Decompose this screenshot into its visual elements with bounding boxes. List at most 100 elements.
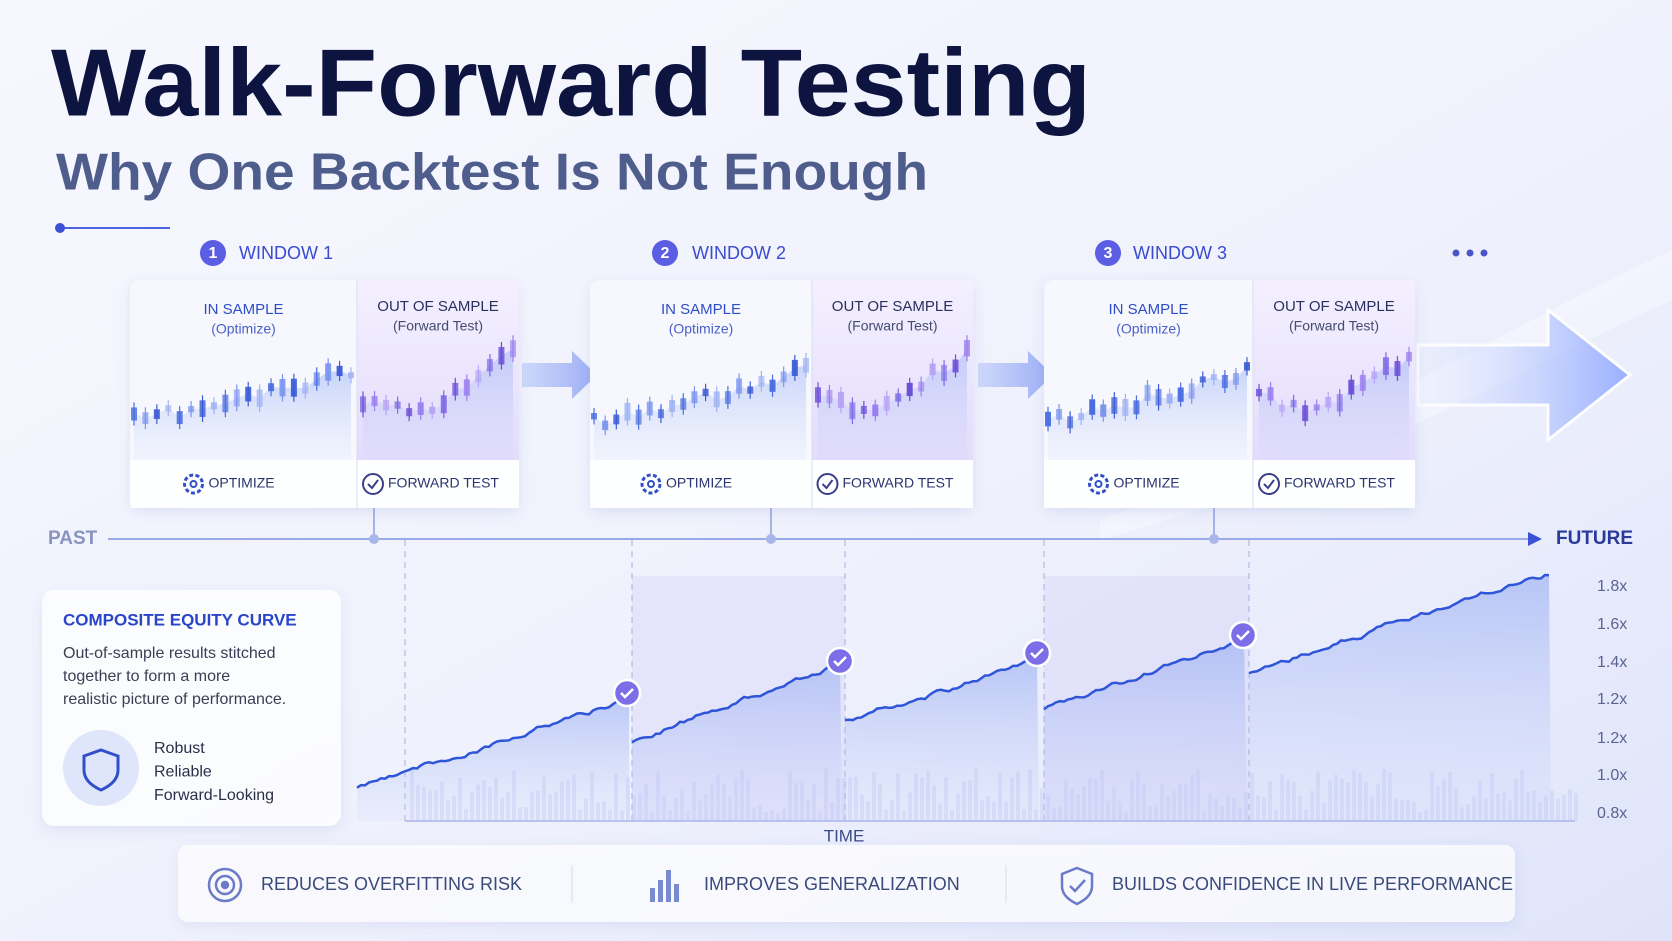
candle-body: [360, 396, 366, 413]
in-sample-note: (Optimize): [1116, 321, 1181, 337]
candle-body: [268, 383, 275, 392]
accent-dot: [55, 223, 65, 233]
y-label: 1.8x: [1597, 578, 1627, 595]
candle-body: [1133, 400, 1140, 415]
equity-area: [632, 662, 842, 821]
candle-area: [1048, 366, 1247, 460]
equity-area: [1044, 639, 1247, 821]
gear-icon: [640, 473, 662, 495]
volume-bar: [1574, 793, 1578, 821]
y-label: 1.2x: [1597, 691, 1627, 708]
equity-line: [1043, 638, 1245, 711]
candle-body: [758, 376, 765, 387]
window-arrow: [978, 351, 1053, 399]
candle-body: [1359, 374, 1366, 391]
candle-body: [1279, 404, 1286, 412]
benefits-bar: [178, 845, 1515, 922]
candle-body: [646, 401, 653, 416]
forward-test-label: FORWARD TEST: [843, 475, 954, 491]
candle-body: [210, 402, 217, 410]
window-label: WINDOW 3: [1133, 243, 1227, 263]
candle-body: [406, 408, 413, 417]
y-label: 1.6x: [1597, 616, 1627, 633]
equity-area: [1249, 574, 1551, 821]
candle-body: [952, 359, 959, 373]
in-sample-title: IN SAMPLE: [203, 301, 283, 318]
candle-body: [1166, 393, 1173, 404]
candle-body: [1382, 357, 1389, 376]
window-badge: [200, 240, 226, 266]
check-mark: [367, 479, 379, 490]
candle-body: [691, 391, 698, 404]
oos-title: OUT OF SAMPLE: [377, 298, 498, 315]
candle-body: [906, 382, 913, 397]
window-badge: [652, 240, 678, 266]
segment-check-mark: [620, 688, 634, 699]
volume-bar: [1550, 790, 1554, 821]
segment-check-mark: [1030, 648, 1044, 659]
candle-body: [222, 394, 229, 413]
candle-body: [440, 395, 447, 414]
timeline-head: [1528, 532, 1542, 546]
candle-body: [1348, 379, 1355, 395]
time-label: TIME: [824, 826, 865, 845]
gear-hub: [1094, 480, 1103, 488]
composite-description: realistic picture of performance.: [63, 691, 286, 708]
shield-badge: [63, 730, 139, 806]
candle-body: [498, 346, 505, 365]
candle-body: [429, 406, 436, 414]
candle-body: [313, 372, 320, 386]
candle-body: [791, 359, 798, 376]
window-card: IN SAMPLE (Optimize) OUT OF SAMPLE (Forward…: [590, 280, 973, 508]
candle-body: [1199, 376, 1206, 383]
candle-body: [383, 399, 390, 411]
candle-area: [818, 348, 967, 460]
candle-body: [941, 365, 948, 382]
candle-body: [895, 393, 902, 402]
candle-body: [780, 371, 787, 383]
candle-body: [635, 409, 642, 425]
candle-body: [279, 379, 286, 397]
gear-hub: [189, 480, 198, 488]
candle-body: [1078, 413, 1085, 421]
equity-area: [845, 660, 1039, 821]
candle-body: [680, 398, 687, 410]
candle-body: [1188, 383, 1195, 399]
candle-body: [325, 363, 332, 381]
composite-trait: Robust: [154, 740, 205, 757]
oos-note: (Forward Test): [393, 318, 483, 334]
in-sample-title: IN SAMPLE: [661, 301, 741, 318]
candle-body: [815, 387, 821, 403]
candle-body: [1371, 371, 1378, 379]
candle-body: [142, 412, 149, 425]
segment-check: [1228, 620, 1258, 650]
window-label: WINDOW 1: [239, 243, 333, 263]
gear-hub: [647, 480, 655, 488]
more-dots: [1452, 249, 1488, 257]
candle-body: [290, 378, 297, 397]
forward-test-label: FORWARD TEST: [1284, 475, 1395, 491]
candle-body: [1177, 387, 1184, 402]
candle-body: [1221, 374, 1228, 389]
target-icon: [207, 867, 243, 903]
candle-body: [199, 400, 206, 417]
candle-body: [860, 405, 867, 414]
candle-body: [591, 413, 597, 420]
candle-area: [1259, 356, 1409, 460]
check-mark: [821, 479, 834, 490]
candle-body: [724, 391, 731, 404]
segment-check: [825, 646, 855, 676]
oos-note: (Forward Test): [1289, 318, 1379, 334]
window-number: 1: [209, 245, 218, 262]
candle-body: [1100, 404, 1107, 417]
composite-title: COMPOSITE EQUITY CURVE: [63, 610, 297, 629]
equity-line: [1248, 573, 1550, 675]
oos-title: OUT OF SAMPLE: [832, 298, 953, 315]
candle-body: [1256, 388, 1262, 397]
window-number: 2: [661, 245, 670, 262]
candle-body: [1290, 399, 1297, 408]
segment-check-mark: [1236, 630, 1250, 641]
candle-body: [165, 405, 172, 412]
candle-body: [669, 400, 676, 413]
benefit-label: IMPROVES GENERALIZATION: [704, 874, 960, 894]
